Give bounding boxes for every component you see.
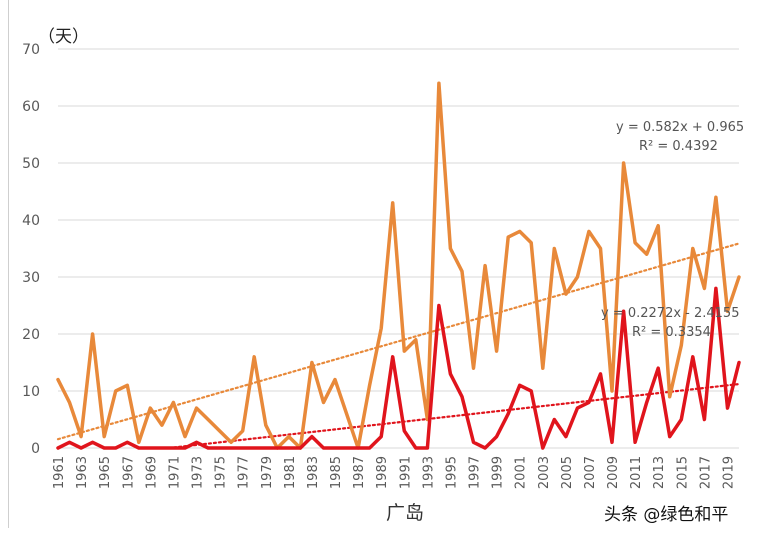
x-tick-label-1997: 1997 bbox=[468, 456, 483, 489]
data-series bbox=[56, 81, 741, 450]
x-tick-label-1995: 1995 bbox=[444, 456, 459, 489]
orange-series-line bbox=[56, 81, 741, 450]
x-tick-label-2013: 2013 bbox=[652, 456, 667, 489]
red-trendline bbox=[168, 382, 741, 450]
x-tick-label-2015: 2015 bbox=[675, 456, 690, 489]
watermark: 头条 @绿色和平 bbox=[604, 505, 729, 525]
x-tick-label-1983: 1983 bbox=[306, 456, 321, 489]
x-tick-label-2009: 2009 bbox=[606, 456, 621, 489]
x-tick-label-1975: 1975 bbox=[214, 456, 229, 489]
x-tick-label-1991: 1991 bbox=[398, 456, 413, 489]
x-tick-label-1999: 1999 bbox=[491, 456, 506, 489]
x-tick-label-1973: 1973 bbox=[191, 456, 206, 489]
x-tick-label-1969: 1969 bbox=[144, 456, 159, 489]
x-tick-label-1961: 1961 bbox=[52, 456, 67, 489]
x-axis-title: 广岛 bbox=[386, 502, 425, 524]
red-trend-equation: y = 0.2272x - 2.4155 bbox=[601, 306, 740, 321]
x-tick-label-1981: 1981 bbox=[283, 456, 298, 489]
left-frame-border bbox=[8, 0, 9, 528]
x-tick-label-1971: 1971 bbox=[167, 456, 182, 489]
y-tick-label-40: 40 bbox=[22, 213, 40, 229]
y-tick-label-30: 30 bbox=[22, 270, 40, 286]
x-tick-label-1989: 1989 bbox=[375, 456, 390, 489]
red-series-line bbox=[56, 286, 741, 450]
x-tick-label-2001: 2001 bbox=[514, 456, 529, 489]
y-tick-label-60: 60 bbox=[22, 99, 40, 115]
orange-trend-r2: R² = 0.4392 bbox=[639, 139, 718, 154]
x-tick-label-2005: 2005 bbox=[560, 456, 575, 489]
x-tick-label-1979: 1979 bbox=[260, 456, 275, 489]
x-tick-label-1993: 1993 bbox=[421, 456, 436, 489]
red-trend-r2: R² = 0.3354 bbox=[632, 325, 711, 340]
y-unit-label: （天） bbox=[38, 27, 89, 47]
x-tick-label-1963: 1963 bbox=[75, 456, 90, 489]
x-tick-label-2011: 2011 bbox=[629, 456, 644, 489]
x-tick-label-2003: 2003 bbox=[537, 456, 552, 489]
y-tick-label-0: 0 bbox=[31, 441, 40, 457]
x-axis-tick-labels: 1961 1963 1965 1967 1969 1971 1973 1975 1977 1979… bbox=[52, 456, 736, 489]
x-tick-label-2017: 2017 bbox=[698, 456, 713, 489]
x-tick-label-2019: 2019 bbox=[721, 456, 736, 489]
y-tick-label-50: 50 bbox=[22, 156, 40, 172]
x-tick-label-1965: 1965 bbox=[98, 456, 113, 489]
x-tick-label-1987: 1987 bbox=[352, 456, 367, 489]
y-tick-label-10: 10 bbox=[22, 384, 40, 400]
x-tick-label-1977: 1977 bbox=[237, 456, 252, 489]
orange-trend-equation: y = 0.582x + 0.965 bbox=[616, 120, 745, 135]
y-axis-tick-labels: 0 10 20 30 40 50 60 70 bbox=[22, 42, 40, 457]
y-tick-label-20: 20 bbox=[22, 327, 40, 343]
x-tick-label-2007: 2007 bbox=[583, 456, 598, 489]
x-tick-label-1985: 1985 bbox=[329, 456, 344, 489]
x-tick-label-1967: 1967 bbox=[121, 456, 136, 489]
y-tick-label-70: 70 bbox=[22, 42, 40, 58]
